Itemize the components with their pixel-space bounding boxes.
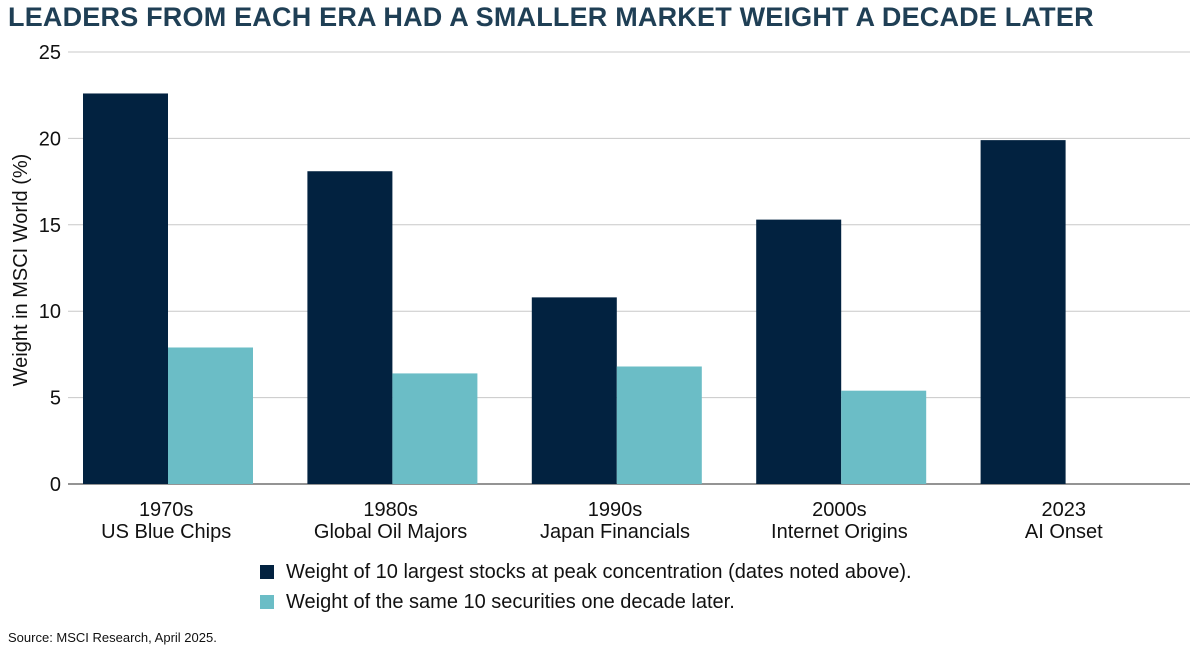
- y-tick-labels: 0 5 10 15 20 25: [39, 42, 61, 496]
- x-tick-label-group: AI Onset: [1025, 521, 1103, 543]
- x-tick-label-era: 2023: [1042, 499, 1087, 521]
- y-tick-label: 0: [50, 474, 61, 496]
- source-note: Source: MSCI Research, April 2025.: [8, 630, 217, 645]
- y-tick-label: 10: [39, 301, 61, 323]
- y-tick-label: 15: [39, 215, 61, 237]
- legend-label-later: Weight of the same 10 securities one dec…: [286, 590, 735, 613]
- y-tick-label: 20: [39, 128, 61, 150]
- x-tick-label-era: 2000s: [812, 499, 867, 521]
- legend: Weight of 10 largest stocks at peak conc…: [260, 557, 912, 617]
- bar-later-0: [168, 347, 253, 484]
- x-tick-label-group: US Blue Chips: [101, 521, 231, 543]
- bar-later-1: [392, 373, 478, 484]
- y-tick-label: 5: [50, 388, 61, 410]
- x-tick-label-era: 1970s: [139, 499, 194, 521]
- bar-later-3: [841, 390, 927, 484]
- legend-item-later: Weight of the same 10 securities one dec…: [260, 587, 912, 617]
- y-axis-label: Weight in MSCI World (%): [10, 154, 32, 387]
- bar-peak-2: [531, 297, 617, 484]
- bars: [83, 93, 1066, 485]
- bar-later-2: [616, 366, 702, 484]
- x-tick-label-group: Japan Financials: [540, 521, 690, 543]
- bar-peak-3: [756, 219, 842, 484]
- x-tick-label-era: 1990s: [588, 499, 643, 521]
- bar-peak-0: [83, 93, 168, 485]
- legend-swatch-peak: [260, 565, 274, 579]
- y-tick-label: 25: [39, 42, 61, 64]
- x-tick-label-era: 1980s: [363, 499, 418, 521]
- x-tick-label-group: Global Oil Majors: [314, 521, 467, 543]
- legend-swatch-later: [260, 595, 274, 609]
- bar-peak-1: [307, 171, 393, 484]
- x-tick-label-group: Internet Origins: [771, 521, 908, 543]
- legend-item-peak: Weight of 10 largest stocks at peak conc…: [260, 557, 912, 587]
- chart-title: LEADERS FROM EACH ERA HAD A SMALLER MARK…: [8, 2, 1094, 32]
- bar-peak-4: [980, 140, 1066, 485]
- legend-label-peak: Weight of 10 largest stocks at peak conc…: [286, 560, 912, 583]
